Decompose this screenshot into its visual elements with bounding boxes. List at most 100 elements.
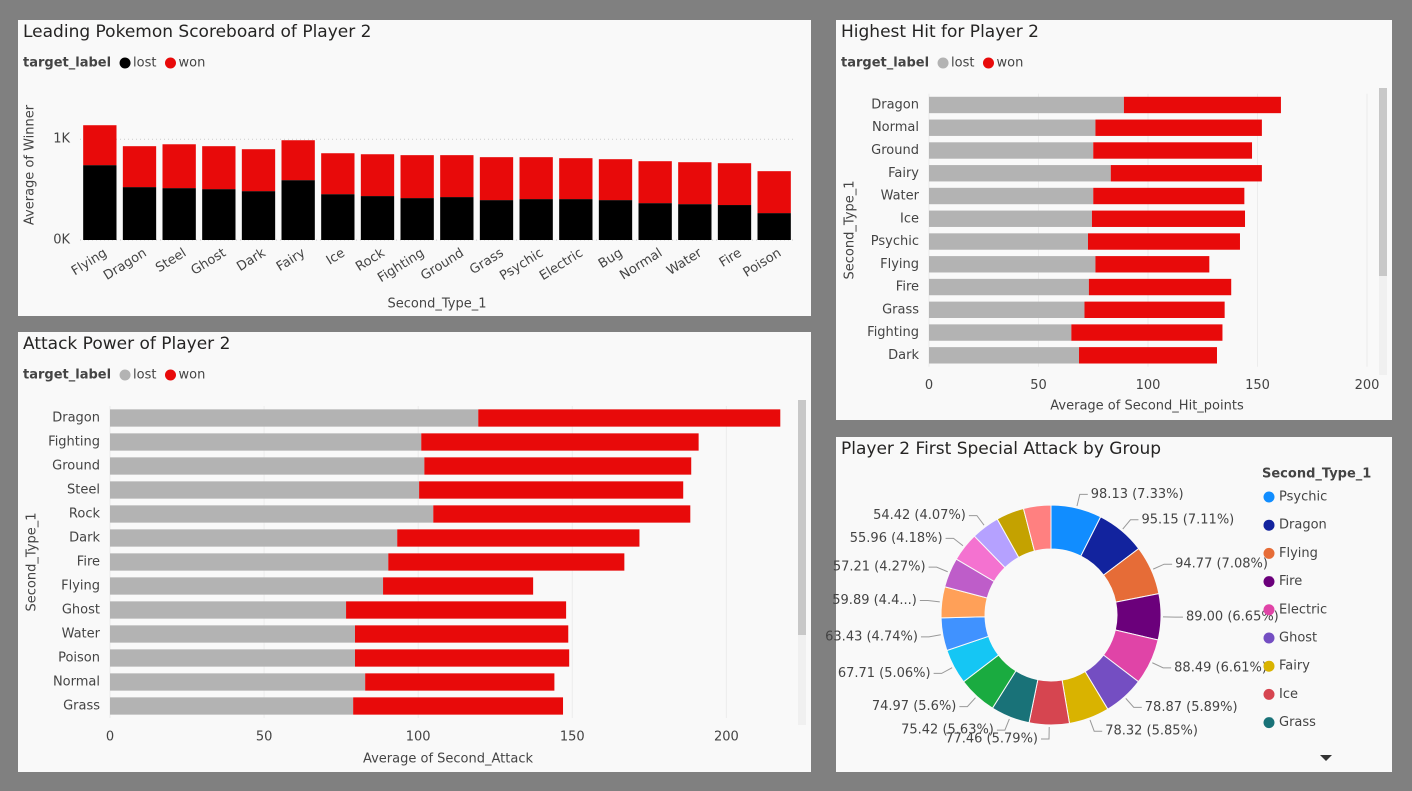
legend-label[interactable]: Dragon	[1279, 518, 1327, 533]
bar-segment	[929, 278, 1089, 296]
bar-segment	[598, 200, 633, 240]
bar-segment	[929, 233, 1088, 250]
bar-segment	[419, 481, 684, 499]
data-label: 63.43 (4.74%)	[825, 629, 918, 644]
bar-segment	[400, 155, 434, 199]
x-tick-label: 150	[1245, 378, 1270, 393]
legend-label[interactable]: Ghost	[1279, 631, 1317, 646]
legend-label[interactable]: lost	[133, 368, 156, 383]
scrollbar[interactable]	[798, 400, 806, 635]
bar-segment	[929, 96, 1124, 114]
bar-segment	[929, 142, 1094, 159]
bar-segment	[559, 199, 593, 240]
bar-segment	[110, 553, 389, 571]
y-tick-label: Dragon	[871, 97, 919, 112]
leader-line	[1089, 719, 1103, 732]
bar-segment	[241, 191, 276, 240]
legend-label[interactable]: Fairy	[1279, 659, 1310, 674]
y-tick-label: Ground	[871, 143, 919, 158]
bar-segment	[1110, 165, 1262, 182]
legend-label[interactable]: won	[178, 56, 205, 71]
data-label: 94.77 (7.08%)	[1175, 557, 1268, 572]
bar-segment	[110, 577, 384, 595]
bar-segment	[400, 198, 434, 240]
data-label: 95.15 (7.11%)	[1141, 512, 1234, 527]
legend-label[interactable]: Grass	[1279, 715, 1316, 730]
legend-label[interactable]: won	[178, 368, 205, 383]
bar-segment	[1093, 142, 1253, 159]
bar-segment	[83, 125, 117, 166]
bar-segment	[929, 256, 1096, 273]
x-axis-title: Average of Second_Attack	[363, 752, 533, 767]
legend-marker	[1263, 519, 1275, 531]
bar-segment	[110, 625, 356, 643]
leader-line	[959, 697, 976, 708]
leader-line	[945, 537, 964, 547]
legend-marker	[119, 57, 131, 69]
bar-segment	[281, 140, 315, 181]
data-label: 77.46 (5.79%)	[945, 731, 1038, 746]
x-tick-label: 100	[1136, 378, 1161, 393]
legend-marker	[1263, 632, 1275, 644]
legend-label[interactable]: won	[996, 56, 1023, 71]
x-tick-label: 150	[560, 730, 585, 745]
y-tick-label: Grass	[882, 302, 919, 317]
data-label: 75.42 (5.63%)	[901, 723, 994, 738]
y-tick-label: Ghost	[62, 603, 100, 618]
bar-segment	[1093, 187, 1245, 205]
data-label: 89.00 (6.65%)	[1186, 610, 1279, 625]
bar-segment	[929, 347, 1080, 364]
legend-label[interactable]: lost	[951, 56, 974, 71]
x-tick-label: 200	[1355, 378, 1380, 393]
legend-marker	[1263, 491, 1275, 503]
data-label: 98.13 (7.33%)	[1091, 487, 1184, 502]
y-tick-label: 0K	[53, 233, 70, 248]
legend-label[interactable]: Psychic	[1279, 490, 1327, 505]
x-axis-title: Second_Type_1	[388, 297, 487, 312]
bar-segment	[929, 165, 1111, 182]
data-label: 88.49 (6.61%)	[1174, 660, 1267, 675]
bar-segment	[162, 188, 196, 240]
y-tick-label: Normal	[53, 675, 100, 690]
chart-title: Player 2 First Special Attack by Group	[841, 439, 1161, 459]
bar-segment	[110, 505, 434, 523]
y-tick-label: Water	[62, 627, 101, 642]
y-tick-label: Water	[881, 189, 920, 204]
data-label: 55.96 (4.18%)	[850, 531, 943, 546]
bar-segment	[1091, 210, 1246, 227]
bar-segment	[929, 119, 1096, 136]
panel	[836, 437, 1392, 772]
data-label: 67.71 (5.06%)	[838, 666, 931, 681]
legend-label[interactable]: Ice	[1279, 687, 1298, 702]
legend-marker	[1263, 576, 1275, 588]
x-tick-label: 0	[106, 730, 114, 745]
x-tick-label: 100	[406, 730, 431, 745]
bar-segment	[1079, 347, 1217, 364]
bar-segment	[678, 204, 712, 240]
bar-segment	[110, 457, 425, 475]
bar-segment	[421, 433, 699, 451]
leader-line	[920, 634, 941, 638]
data-label: 57.21 (4.27%)	[833, 560, 926, 575]
data-label: 59.89 (4.4...)	[832, 593, 917, 608]
legend-label[interactable]: Fire	[1279, 574, 1302, 589]
bar-segment	[365, 673, 555, 691]
y-tick-label: Fire	[77, 555, 100, 570]
legend-label[interactable]: Flying	[1279, 546, 1318, 561]
legend-marker	[164, 57, 176, 69]
bar-segment	[638, 203, 672, 240]
legend-marker	[937, 57, 949, 69]
bar-segment	[346, 601, 567, 619]
x-axis-title: Average of Second_Hit_points	[1050, 399, 1244, 414]
legend-marker	[119, 369, 131, 381]
legend-label[interactable]: Electric	[1279, 602, 1327, 617]
legend-label[interactable]: lost	[133, 56, 156, 71]
legend-scroll-arrow[interactable]	[1320, 755, 1332, 761]
y-tick-label: Dark	[69, 531, 100, 546]
y-tick-label: Fighting	[867, 325, 919, 340]
scrollbar[interactable]	[1379, 88, 1387, 276]
bar-segment	[678, 162, 712, 205]
y-tick-label: Grass	[63, 699, 100, 714]
legend-title: Second_Type_1	[1262, 467, 1371, 482]
bar-segment	[321, 153, 355, 195]
